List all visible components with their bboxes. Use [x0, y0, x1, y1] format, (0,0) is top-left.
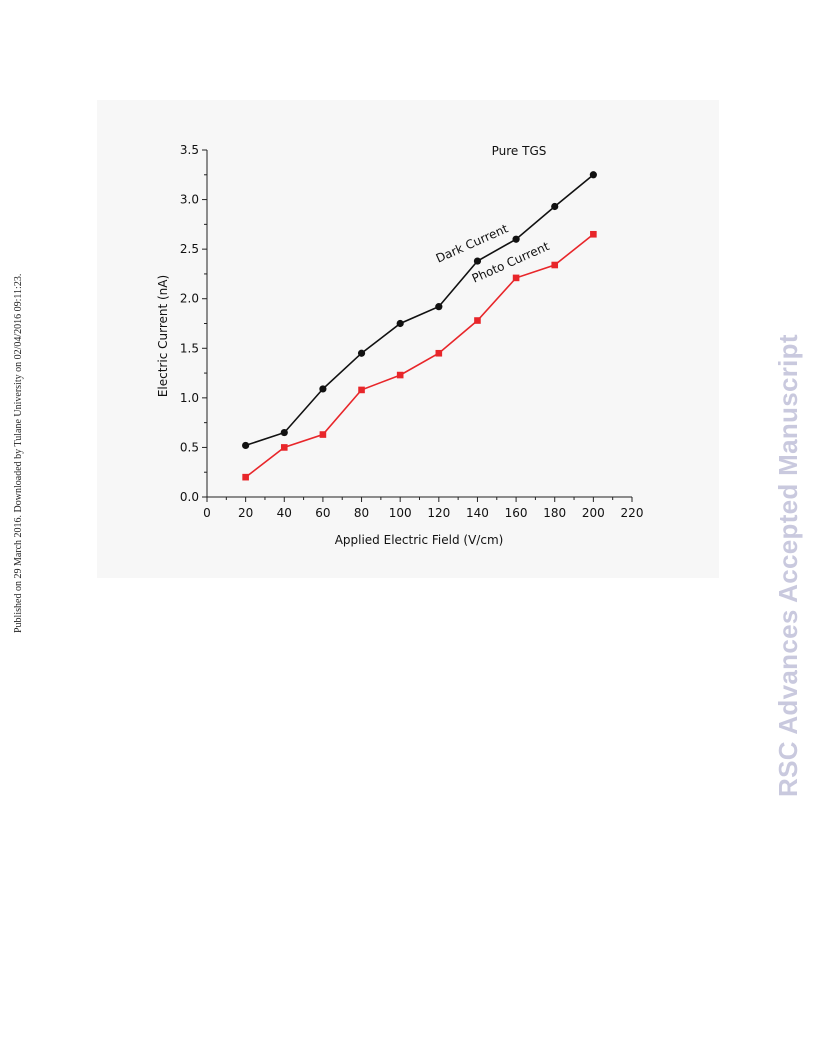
dark-current-point [435, 303, 443, 311]
x-tick-label: 200 [582, 506, 605, 520]
x-tick-label: 220 [621, 506, 644, 520]
x-tick-label: 180 [543, 506, 566, 520]
y-tick-label: 3.0 [180, 193, 199, 207]
photo-current-point [280, 444, 288, 451]
y-tick-label: 1.0 [180, 391, 199, 405]
y-tick-label: 3.5 [180, 143, 199, 157]
x-tick-label: 0 [203, 506, 211, 520]
y-tick-label: 0.5 [180, 440, 199, 454]
dark-current-point [396, 319, 404, 328]
y-tick-label: 2.5 [180, 242, 199, 256]
dark-current-point [512, 235, 520, 243]
y-tick-label: 0.0 [180, 490, 199, 504]
dark-current-point [280, 428, 288, 437]
photo-current-point [358, 386, 365, 394]
photo-current-point [396, 371, 404, 379]
dark-current-point [473, 257, 482, 265]
photo-current-point [551, 261, 559, 269]
photo-current-point [474, 317, 481, 324]
y-tick-label: 1.5 [180, 341, 199, 355]
x-axis-title: Applied Electric Field (V/cm) [335, 533, 504, 547]
chart-axes: 0.0 0.5 1.0 1.5 2.0 2.5 3.0 3.5 0 20 40 60 80 100 120 1… [180, 143, 644, 520]
photo-current-point [435, 349, 443, 357]
manuscript-watermark: RSC Advances Accepted Manuscript [773, 334, 803, 797]
current-vs-field-chart: 0.0 0.5 1.0 1.5 2.0 2.5 3.0 3.5 0 20 40 60 80 100 120 1… [156, 143, 644, 547]
x-tick-label: 100 [389, 506, 412, 520]
publication-note: Published on 29 March 2016. Downloaded b… [13, 273, 24, 633]
photo-current-point [319, 431, 327, 438]
x-tick-label: 160 [505, 506, 528, 520]
dark-current-point [242, 441, 250, 450]
x-tick-label: 120 [427, 506, 450, 520]
photo-current-point [242, 473, 249, 481]
photo-current-line [245, 233, 594, 478]
x-tick-label: 40 [277, 506, 292, 520]
dark-current-point [319, 385, 327, 393]
y-tick-label: 2.0 [180, 292, 199, 306]
x-tick-label: 60 [315, 506, 330, 520]
chart-title: Pure TGS [492, 144, 547, 158]
dark-current-point [551, 202, 559, 211]
dark-current-line [245, 174, 594, 447]
x-tick-label: 80 [354, 506, 369, 520]
chart-panel: 0.0 0.5 1.0 1.5 2.0 2.5 3.0 3.5 0 20 40 60 80 100 120 1… [97, 100, 719, 578]
dark-current-point [357, 349, 366, 357]
photo-current-point [590, 230, 597, 238]
photo-current-point [512, 274, 520, 282]
x-tick-label: 20 [238, 506, 253, 520]
photo-current-series: Photo Current [242, 230, 597, 481]
x-tick-label: 140 [466, 506, 489, 520]
y-axis-title: Electric Current (nA) [156, 275, 170, 397]
dark-current-series: Dark Current [242, 171, 597, 450]
dark-current-point [589, 171, 597, 179]
